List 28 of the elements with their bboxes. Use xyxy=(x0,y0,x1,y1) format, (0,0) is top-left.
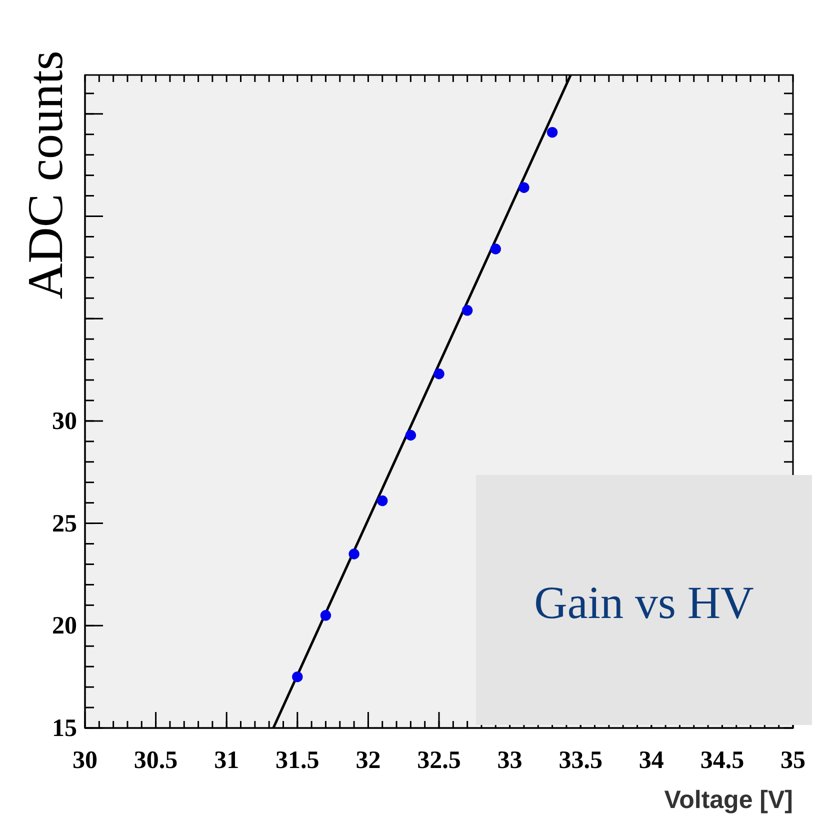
x-tick-label: 34 xyxy=(638,746,664,774)
x-tick-label: 30.5 xyxy=(134,746,178,774)
annotation: Gain vs HV xyxy=(534,577,754,628)
x-tick-label: 33 xyxy=(497,746,522,774)
point xyxy=(292,671,303,682)
point xyxy=(518,182,530,193)
y-axis-title: ADC counts xyxy=(17,50,73,300)
x-tick-label: 32.5 xyxy=(417,746,461,774)
x-tick-label: 30 xyxy=(72,746,98,774)
y-tick-label: 30 xyxy=(52,408,77,435)
x-tick-label: 35 xyxy=(780,746,806,774)
point xyxy=(434,368,444,380)
point xyxy=(377,495,388,506)
y-tick-label: 25 xyxy=(52,510,77,538)
x-tick-label: 32 xyxy=(356,746,381,774)
x-tick-label: 33.5 xyxy=(558,746,602,774)
x-tick-label: 31 xyxy=(214,746,240,774)
point xyxy=(320,610,332,621)
x-tick-label: 34.5 xyxy=(700,746,744,774)
y-tick-label: 15 xyxy=(52,715,77,742)
x-tick-label: 31.5 xyxy=(276,746,320,774)
point xyxy=(462,305,473,316)
point xyxy=(490,244,501,254)
point xyxy=(546,126,558,138)
x-axis-title: Voltage [V] xyxy=(664,786,793,814)
point xyxy=(348,548,360,560)
point xyxy=(405,430,416,441)
y-tick-label: 20 xyxy=(52,612,77,640)
